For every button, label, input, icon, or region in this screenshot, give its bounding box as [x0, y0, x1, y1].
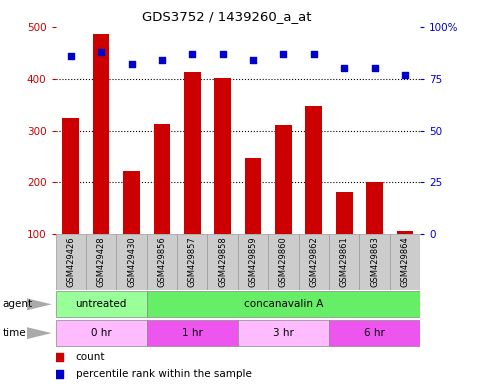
Text: GSM429857: GSM429857: [188, 236, 197, 287]
Bar: [123, 171, 140, 234]
Bar: [238, 320, 329, 346]
Text: GSM429863: GSM429863: [370, 236, 379, 287]
Text: GSM429430: GSM429430: [127, 236, 136, 286]
Text: concanavalin A: concanavalin A: [244, 299, 323, 309]
Bar: [86, 234, 116, 290]
Bar: [359, 234, 390, 290]
Text: GSM429426: GSM429426: [66, 236, 75, 286]
Polygon shape: [27, 298, 52, 310]
Text: GSM429862: GSM429862: [309, 236, 318, 287]
Bar: [268, 234, 298, 290]
Text: percentile rank within the sample: percentile rank within the sample: [76, 369, 252, 379]
Point: [371, 65, 379, 71]
Point: [56, 371, 63, 377]
Text: GDS3752 / 1439260_a_at: GDS3752 / 1439260_a_at: [142, 10, 312, 23]
Bar: [390, 234, 420, 290]
Bar: [147, 234, 177, 290]
Point: [401, 71, 409, 78]
Text: GSM429860: GSM429860: [279, 236, 288, 287]
Point: [67, 53, 74, 59]
Text: GSM429428: GSM429428: [97, 236, 106, 286]
Bar: [275, 125, 292, 234]
Text: 0 hr: 0 hr: [91, 328, 112, 338]
Bar: [397, 231, 413, 234]
Bar: [56, 291, 147, 317]
Text: GSM429864: GSM429864: [400, 236, 410, 287]
Bar: [366, 182, 383, 234]
Text: untreated: untreated: [75, 299, 127, 309]
Bar: [329, 234, 359, 290]
Point: [219, 51, 227, 57]
Point: [97, 49, 105, 55]
Text: GSM429861: GSM429861: [340, 236, 349, 287]
Bar: [147, 291, 420, 317]
Bar: [208, 234, 238, 290]
Point: [188, 51, 196, 57]
Text: time: time: [2, 328, 26, 338]
Bar: [245, 158, 261, 234]
Text: count: count: [76, 352, 105, 362]
Polygon shape: [27, 327, 52, 339]
Text: agent: agent: [2, 299, 32, 310]
Bar: [336, 192, 353, 234]
Bar: [56, 234, 86, 290]
Bar: [177, 234, 208, 290]
Point: [341, 65, 348, 71]
Bar: [305, 106, 322, 234]
Point: [249, 57, 257, 63]
Bar: [329, 320, 420, 346]
Bar: [238, 234, 268, 290]
Point: [128, 61, 135, 67]
Bar: [214, 78, 231, 234]
Bar: [93, 34, 110, 234]
Point: [158, 57, 166, 63]
Text: 3 hr: 3 hr: [273, 328, 294, 338]
Point: [280, 51, 287, 57]
Bar: [147, 320, 238, 346]
Point: [310, 51, 318, 57]
Text: GSM429856: GSM429856: [157, 236, 167, 287]
Bar: [62, 118, 79, 234]
Text: GSM429858: GSM429858: [218, 236, 227, 287]
Bar: [116, 234, 147, 290]
Bar: [184, 72, 200, 234]
Bar: [56, 320, 147, 346]
Text: 1 hr: 1 hr: [182, 328, 203, 338]
Point: [56, 354, 63, 360]
Text: GSM429859: GSM429859: [249, 236, 257, 286]
Bar: [298, 234, 329, 290]
Text: 6 hr: 6 hr: [364, 328, 385, 338]
Bar: [154, 124, 170, 234]
